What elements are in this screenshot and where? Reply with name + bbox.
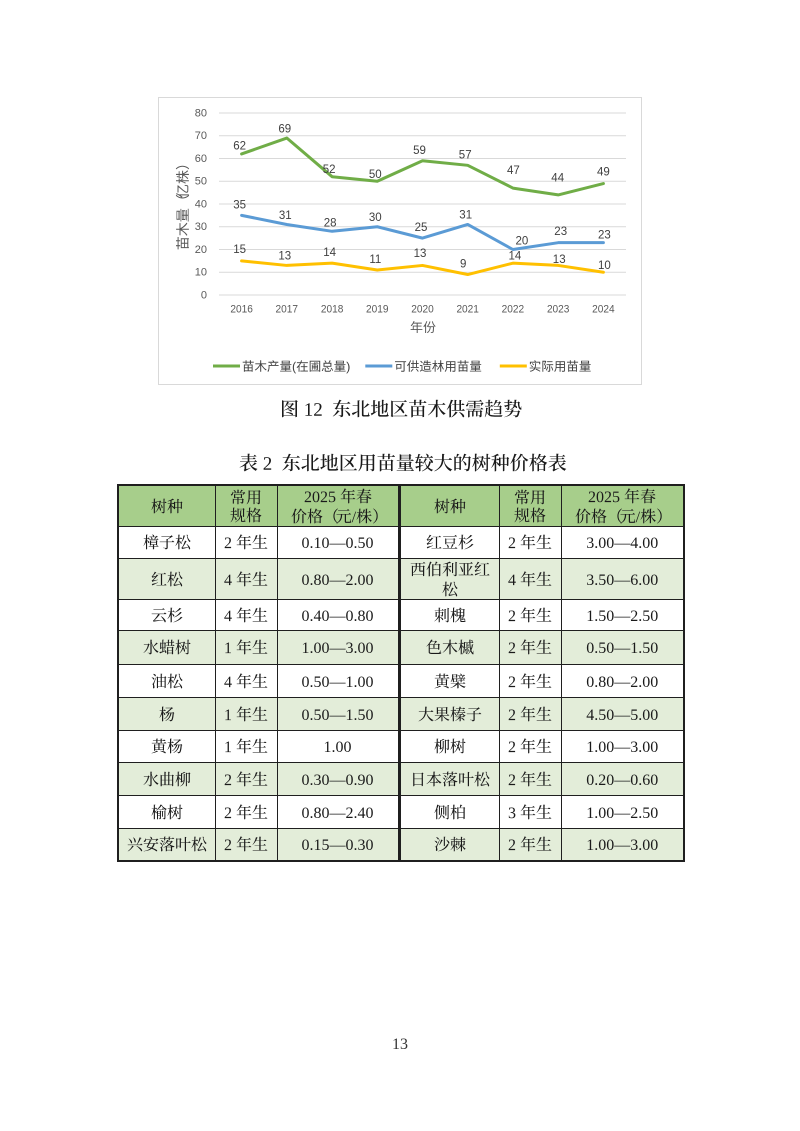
svg-text:20: 20 xyxy=(195,244,207,256)
svg-text:14: 14 xyxy=(323,247,336,259)
svg-text:14: 14 xyxy=(509,251,522,263)
svg-text:13: 13 xyxy=(414,248,427,260)
svg-text:10: 10 xyxy=(195,267,207,279)
svg-text:2021: 2021 xyxy=(456,304,479,316)
svg-text:30: 30 xyxy=(369,212,382,224)
svg-text:9: 9 xyxy=(460,259,466,271)
svg-text:20: 20 xyxy=(516,236,529,248)
svg-text:60: 60 xyxy=(195,153,207,165)
svg-text:80: 80 xyxy=(195,107,207,119)
svg-text:62: 62 xyxy=(233,140,246,152)
svg-text:69: 69 xyxy=(278,124,291,136)
svg-text:28: 28 xyxy=(324,218,337,230)
svg-text:59: 59 xyxy=(413,145,426,157)
svg-text:57: 57 xyxy=(459,149,472,161)
svg-text:2018: 2018 xyxy=(321,304,344,316)
svg-text:2020: 2020 xyxy=(411,304,434,316)
svg-text:2023: 2023 xyxy=(547,304,570,316)
svg-text:11: 11 xyxy=(369,254,381,266)
svg-text:2024: 2024 xyxy=(592,304,615,316)
svg-text:44: 44 xyxy=(551,172,564,184)
svg-text:31: 31 xyxy=(279,210,292,222)
svg-text:50: 50 xyxy=(369,169,382,181)
svg-text:13: 13 xyxy=(553,254,566,266)
svg-text:30: 30 xyxy=(195,221,207,233)
svg-text:49: 49 xyxy=(597,167,610,179)
svg-text:2022: 2022 xyxy=(502,304,525,316)
svg-text:25: 25 xyxy=(415,222,428,234)
svg-text:70: 70 xyxy=(195,130,207,142)
svg-text:50: 50 xyxy=(195,176,207,188)
svg-text:0: 0 xyxy=(201,289,207,301)
svg-text:2019: 2019 xyxy=(366,304,389,316)
svg-text:40: 40 xyxy=(195,198,207,210)
svg-text:52: 52 xyxy=(323,164,336,176)
svg-text:13: 13 xyxy=(278,250,291,262)
svg-text:2016: 2016 xyxy=(230,304,253,316)
svg-text:15: 15 xyxy=(233,244,246,256)
svg-text:35: 35 xyxy=(233,200,246,212)
svg-text:10: 10 xyxy=(598,260,611,272)
svg-text:23: 23 xyxy=(598,230,611,242)
svg-text:47: 47 xyxy=(507,165,520,177)
svg-text:31: 31 xyxy=(459,210,472,222)
svg-text:2017: 2017 xyxy=(276,304,299,316)
svg-text:23: 23 xyxy=(554,226,567,238)
